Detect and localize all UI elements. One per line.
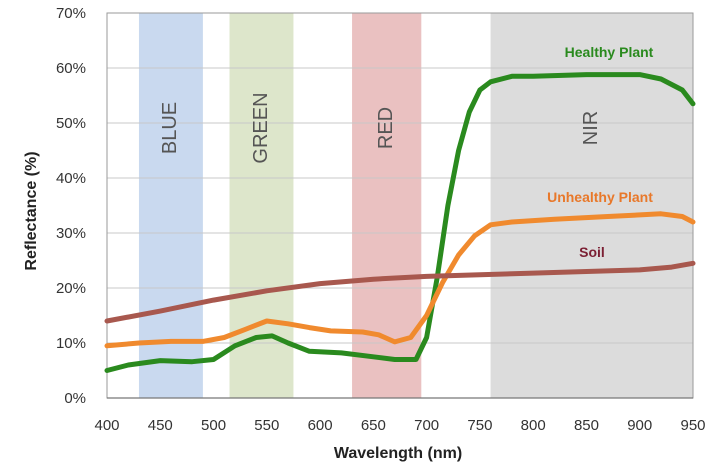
band-label-nir: NIR xyxy=(580,111,602,145)
x-tick-label: 500 xyxy=(201,417,226,434)
band-label-blue: BLUE xyxy=(159,102,181,154)
x-tick-label: 900 xyxy=(627,417,652,434)
band-blue xyxy=(138,13,203,398)
series-label-healthy-plant: Healthy Plant xyxy=(565,44,654,60)
x-tick-labels: 400 450 500 550 600 650 700 750 800 850 900 950 xyxy=(94,417,705,434)
y-tick-label: 40% xyxy=(56,170,86,187)
y-tick-label: 0% xyxy=(64,390,86,407)
series-line-healthy-plant xyxy=(104,72,696,373)
y-tick-label: 70% xyxy=(56,5,86,22)
series-line-soil xyxy=(104,260,696,324)
x-tick-label: 400 xyxy=(94,417,119,434)
x-tick-label: 700 xyxy=(414,417,439,434)
y-axis-title: Reflectance (%) xyxy=(23,151,40,270)
y-tick-label: 60% xyxy=(56,60,86,77)
x-tick-label: 550 xyxy=(254,417,279,434)
y-tick-label: 50% xyxy=(56,115,86,132)
y-tick-label: 20% xyxy=(56,280,86,297)
band-labels: BLUE GREEN RED NIR xyxy=(159,92,602,163)
x-axis-title: Wavelength (nm) xyxy=(334,445,462,462)
series-lines xyxy=(104,72,696,373)
band-nir xyxy=(490,13,693,398)
band-label-red: RED xyxy=(375,107,397,149)
x-tick-label: 800 xyxy=(521,417,546,434)
x-tick-label: 850 xyxy=(574,417,599,434)
y-tick-label: 10% xyxy=(56,335,86,352)
series-line-unhealthy-plant xyxy=(104,211,696,349)
y-tick-labels: 0% 10% 20% 30% 40% 50% 60% 70% xyxy=(56,5,86,407)
band-label-green: GREEN xyxy=(250,92,272,163)
series-label-unhealthy-plant: Unhealthy Plant xyxy=(547,189,653,205)
x-tick-label: 650 xyxy=(361,417,386,434)
y-tick-label: 30% xyxy=(56,225,86,242)
x-tick-label: 450 xyxy=(148,417,173,434)
x-tick-label: 600 xyxy=(308,417,333,434)
series-labels: Healthy Plant Unhealthy Plant Soil xyxy=(547,44,654,260)
series-label-soil: Soil xyxy=(579,244,605,260)
plot-frame xyxy=(106,12,694,399)
x-tick-label: 750 xyxy=(467,417,492,434)
x-tick-label: 950 xyxy=(680,417,705,434)
